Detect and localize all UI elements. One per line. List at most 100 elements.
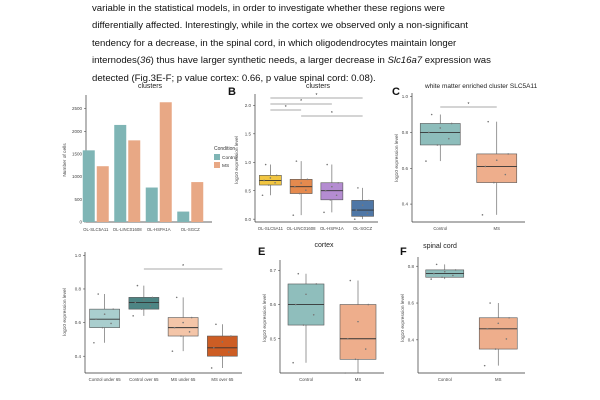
box-ms [476,153,518,183]
data-point [452,274,454,277]
y-tick-label: 0.6 [270,302,277,307]
data-point [230,335,232,337]
bar-ms-ol-hspa1a [159,102,172,222]
data-point [433,272,435,275]
paragraph-text: ) thus have larger synthetic needs, a la… [150,55,388,67]
data-point [305,293,307,296]
legend-swatch [214,154,220,160]
data-point [140,308,143,310]
figure-caption-paragraph: variable in the statistical models, in o… [92,0,492,87]
box-ms [339,304,377,360]
data-point [175,296,178,299]
panel-letter: B [228,86,236,98]
data-point [353,218,356,220]
data-point [486,328,489,330]
data-point [219,355,222,357]
data-point [171,350,174,352]
data-point [364,348,367,350]
data-point [190,316,193,319]
data-point [228,351,230,353]
data-point [315,283,318,285]
y-tick-label: 0.6 [75,320,82,325]
x-tick-label: OL-LINC01608 [113,227,143,232]
box-control-under-65 [89,308,120,328]
data-point [450,122,453,125]
y-tick-label: 1500 [72,152,83,157]
data-point [132,315,134,317]
legend-label: MS [222,163,229,169]
data-point [357,320,359,323]
box-ol-sgcz [351,200,374,217]
y-tick-label: 0 [79,220,82,225]
y-tick-label: 2500 [72,106,83,111]
data-point [297,272,300,275]
data-point [448,137,450,140]
bar-ms-ol-slc5a11 [96,166,109,222]
y-axis-label: log10 expression level [234,136,240,183]
data-point [261,194,264,197]
paragraph-line-2: differentially affected. Interestingly, … [92,20,468,32]
data-point [361,204,364,207]
data-point [349,279,352,282]
paragraph-text: expression was [422,55,491,67]
x-tick-label: OL-LINC01608 [287,226,317,231]
bar-control-ol-slc5a11 [82,150,95,222]
data-point [329,199,332,201]
data-point [483,364,486,367]
x-tick-label: Control [438,377,452,382]
paragraph-line-4: internodes(36) thus have larger syntheti… [92,52,492,69]
bar-control-ol-sgcz [177,211,190,222]
x-tick-label: MS over 65 [211,377,234,382]
significance-star: * [285,105,287,111]
data-point [335,194,338,197]
data-point [323,211,325,214]
data-point [497,322,500,325]
panel-title: white matter enriched cluster SLC5A11 [424,83,538,90]
data-point [300,182,302,184]
data-point [489,302,491,304]
data-point [110,322,112,325]
data-point [436,144,439,146]
box-ms-under-65 [167,317,199,337]
panel-title: spinal cord [423,243,457,250]
paragraph-text: internodes( [92,55,140,67]
y-tick-label: 0.8 [408,264,415,269]
data-point [357,187,359,189]
data-point [180,335,182,337]
data-point [112,308,114,310]
data-point [292,214,295,216]
x-tick-label: MS [494,226,501,231]
legend-swatch [214,162,220,168]
y-tick-label: 0.6 [408,301,415,306]
y-tick-label: 1.5 [245,131,252,136]
data-point [182,321,184,324]
data-point [269,177,272,179]
data-point [173,326,176,329]
data-point [101,326,104,329]
data-point [508,316,510,319]
data-point [295,160,298,162]
y-tick-label: 0.4 [408,337,415,342]
data-point [324,189,327,192]
data-point [298,192,301,195]
significance-star: * [331,111,333,117]
y-tick-label: 500 [74,197,82,202]
y-axis-label: Number of cells [62,143,68,177]
data-point [97,293,99,295]
panel-title: clusters [138,83,163,90]
panel-letter: C [392,86,400,98]
data-point [149,304,152,307]
panel-letter: F [400,246,407,258]
data-point [454,269,457,271]
box-ol-hspa1a [320,182,344,201]
data-point [151,296,154,299]
data-point [443,270,446,273]
x-tick-label: Control under 65 [89,377,122,382]
significance-star: * [316,93,318,99]
data-point [495,159,498,161]
significance-star: * [468,102,470,108]
gene-name: Slc16a7 [387,55,423,67]
